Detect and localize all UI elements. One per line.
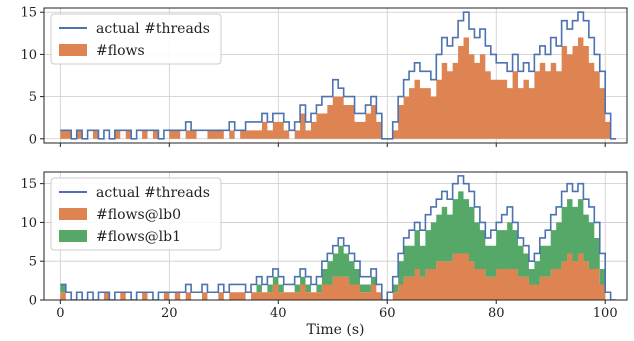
plot-area xyxy=(60,175,617,300)
series-area-1 xyxy=(60,37,617,139)
y-tick-label-2: 10 xyxy=(20,48,37,63)
x-tick-label-4: 80 xyxy=(488,306,505,321)
series-line-1 xyxy=(60,11,617,140)
y-tick-label-3: 15 xyxy=(20,6,37,21)
series-area-1 xyxy=(60,253,617,300)
y-tick-label-1: 5 xyxy=(29,255,37,270)
y-tick-label-0: 0 xyxy=(29,294,37,309)
legend-label-3: #flows@lb1 xyxy=(96,229,181,245)
legend: actual #threads #flows xyxy=(50,13,222,65)
plot-frame xyxy=(43,171,628,301)
x-axis-title: Time (s) xyxy=(307,322,365,338)
plot-area xyxy=(60,11,617,140)
chart-panel-1: 0 5 10 15 actual #threads #flows xyxy=(20,6,628,147)
y-tick-label-0: 0 xyxy=(29,132,37,147)
y-tick-label-1: 5 xyxy=(29,90,37,105)
y-tick-label-2: 10 xyxy=(20,216,37,231)
legend-box xyxy=(50,177,222,251)
chart-panel-2: 0 5 10 15 0 20 40 60 80 100 Time (s) actual #thread… xyxy=(20,171,628,338)
legend: actual #threads #flows@lb0 #flows@lb1 xyxy=(50,177,222,251)
x-tick-label-5: 100 xyxy=(593,306,618,321)
legend-label-2: #flows xyxy=(96,43,145,59)
legend-label-2: #flows@lb0 xyxy=(96,207,181,223)
y-tick-label-3: 15 xyxy=(20,177,37,192)
legend-box xyxy=(50,13,222,65)
series-line-1 xyxy=(60,175,617,300)
legend-swatch-3 xyxy=(59,230,87,242)
x-tick-label-2: 40 xyxy=(270,306,287,321)
series-area-2 xyxy=(60,191,617,300)
x-tick-label-1: 20 xyxy=(161,306,178,321)
x-tick-label-3: 60 xyxy=(379,306,396,321)
legend-swatch-2 xyxy=(59,44,87,56)
legend-swatch-2 xyxy=(59,208,87,220)
x-tick-label-0: 0 xyxy=(56,306,64,321)
legend-label-1: actual #threads xyxy=(96,185,210,201)
plot-frame xyxy=(43,7,628,144)
legend-label-1: actual #threads xyxy=(96,21,210,37)
